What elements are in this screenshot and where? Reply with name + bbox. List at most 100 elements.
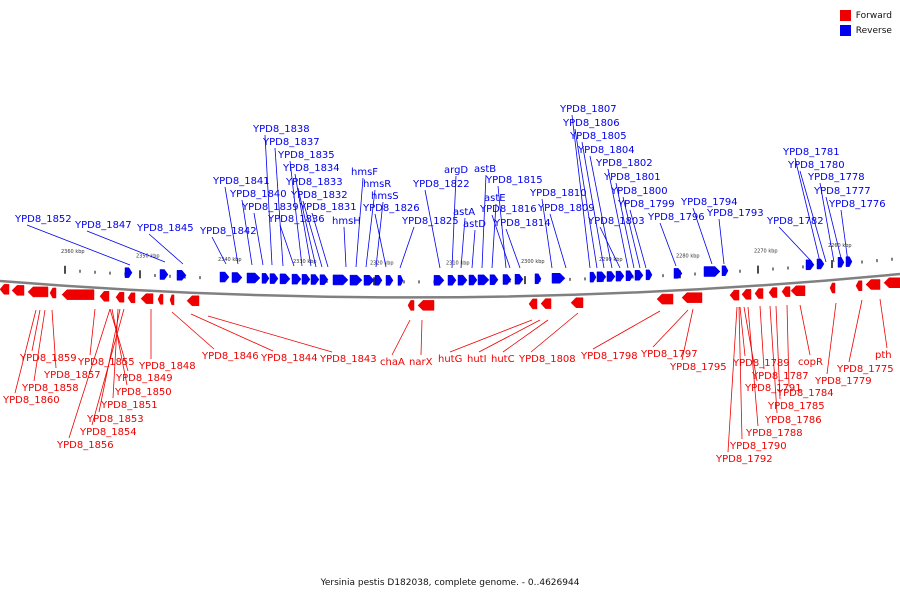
- reverse-gene-arrow: [489, 274, 499, 285]
- reverse-gene-arrow: [349, 274, 363, 286]
- label-leader-line: [224, 186, 239, 265]
- forward-gene-label: YPD8_1860: [2, 395, 60, 406]
- reverse-gene-label: YPD8_1776: [828, 199, 886, 210]
- forward-gene-arrow: [865, 279, 881, 290]
- scale-tick-label: 2260 kbp: [828, 243, 852, 249]
- label-leader-line: [629, 209, 647, 269]
- forward-gene-label: YPD8_1846: [201, 351, 259, 362]
- label-leader-line: [109, 308, 129, 372]
- label-leader-line: [297, 187, 317, 268]
- reverse-gene-label: astD: [463, 219, 486, 230]
- forward-gene-label: YPD8_1798: [580, 351, 638, 362]
- label-leader-line: [491, 214, 511, 269]
- reverse-gene-label: YPD8_1809: [537, 203, 595, 214]
- label-leader-line: [581, 141, 605, 269]
- forward-gene-arrow: [169, 294, 175, 306]
- reverse-gene-label: hmsR: [363, 179, 391, 190]
- label-leader-line: [681, 308, 694, 361]
- label-leader-line: [207, 315, 333, 353]
- scale-tick-label: 2340 kbp: [218, 257, 242, 263]
- label-leader-line: [391, 319, 411, 356]
- reverse-gene-label: YPD8_1781: [782, 147, 840, 158]
- gene-arrows: [0, 256, 900, 311]
- label-leader-line: [311, 212, 329, 268]
- label-leader-line: [289, 160, 303, 267]
- reverse-gene-label: YPD8_1814: [493, 218, 551, 229]
- forward-gene-label: YPD8_1844: [260, 353, 318, 364]
- forward-gene-label: YPD8_1785: [767, 401, 825, 412]
- forward-gene-arrow: [99, 291, 110, 302]
- label-leader-line: [279, 224, 295, 267]
- label-leader-line: [91, 308, 125, 426]
- label-leader-line: [264, 134, 273, 266]
- forward-gene-arrow: [540, 298, 552, 309]
- reverse-gene-label: YPD8_1826: [362, 203, 420, 214]
- forward-gene-label: YPD8_1789: [732, 358, 790, 369]
- label-leader-line: [89, 308, 96, 356]
- reverse-gene-arrow: [477, 274, 490, 286]
- reverse-gene-label: YPD8_1837: [262, 137, 320, 148]
- forward-gene-arrow: [115, 291, 125, 303]
- forward-gene-label: copR: [798, 357, 823, 368]
- reverse-gene-label: YPD8_1806: [562, 118, 620, 129]
- label-leader-line: [652, 309, 689, 348]
- forward-gene-label: YPD8_1856: [56, 440, 114, 451]
- forward-swatch: [839, 10, 851, 21]
- label-leader-line: [68, 308, 111, 439]
- reverse-gene-label: YPD8_1793: [706, 208, 764, 219]
- reverse-gene-label: YPD8_1852: [14, 214, 72, 225]
- reverse-gene-arrow: [310, 274, 320, 285]
- reverse-gene-arrow: [261, 273, 270, 284]
- forward-gene-arrow: [417, 300, 435, 311]
- label-leader-line: [692, 207, 713, 265]
- reverse-gene-arrow: [534, 273, 542, 285]
- forward-gene-arrow: [656, 293, 674, 305]
- reverse-gene-arrow: [219, 271, 230, 283]
- label-leader-line: [31, 309, 41, 352]
- legend-reverse: Reverse: [839, 23, 892, 38]
- label-leader-line: [355, 177, 364, 268]
- reverse-gene-label: YPD8_1805: [569, 131, 627, 142]
- label-leader-line: [759, 305, 765, 370]
- label-leader-line: [274, 147, 284, 267]
- label-leader-line: [374, 213, 387, 268]
- reverse-gene-label: astE: [484, 193, 506, 204]
- label-leader-line: [739, 306, 746, 357]
- label-leader-line: [786, 304, 790, 387]
- reverse-gene-label: YPD8_1804: [577, 145, 635, 156]
- reverse-gene-label: YPD8_1835: [277, 150, 335, 161]
- forward-gene-label: YPD8_1797: [640, 349, 698, 360]
- scale-tick-label: 2280 kbp: [676, 253, 700, 259]
- forward-gene-arrow: [157, 294, 164, 305]
- label-leader-line: [530, 312, 579, 353]
- label-leader-line: [607, 168, 629, 269]
- reverse-gene-arrow: [589, 271, 597, 283]
- reverse-gene-arrow: [551, 273, 566, 284]
- reverse-gene-label: YPD8_1831: [299, 202, 357, 213]
- reverse-gene-label: astB: [474, 164, 496, 175]
- reverse-swatch: [839, 25, 851, 36]
- reverse-gene-arrow: [615, 270, 625, 282]
- forward-gene-arrow: [127, 292, 136, 304]
- forward-gene-arrow: [27, 286, 49, 298]
- forward-gene-label: YPD8_1851: [100, 400, 158, 411]
- label-leader-line: [420, 319, 423, 356]
- reverse-gene-arrow: [634, 270, 644, 281]
- label-leader-line: [253, 212, 264, 266]
- reverse-gene-arrow: [385, 275, 394, 286]
- label-leader-line: [211, 236, 227, 265]
- reverse-gene-label: YPD8_1799: [617, 199, 675, 210]
- reverse-gene-arrow: [514, 273, 524, 285]
- forward-gene-arrow: [681, 292, 703, 303]
- reverse-gene-label: YPD8_1822: [412, 179, 470, 190]
- label-leader-line: [497, 185, 507, 269]
- forward-gene-label: YPD8_1795: [669, 362, 727, 373]
- label-leader-line: [549, 213, 567, 269]
- forward-gene-arrow: [741, 289, 752, 300]
- reverse-gene-label: YPD8_1778: [807, 172, 865, 183]
- reverse-gene-arrow: [721, 265, 729, 276]
- reverse-gene-label: YPD8_1842: [199, 226, 257, 237]
- label-leader-line: [505, 228, 521, 269]
- label-leader-line: [848, 299, 863, 363]
